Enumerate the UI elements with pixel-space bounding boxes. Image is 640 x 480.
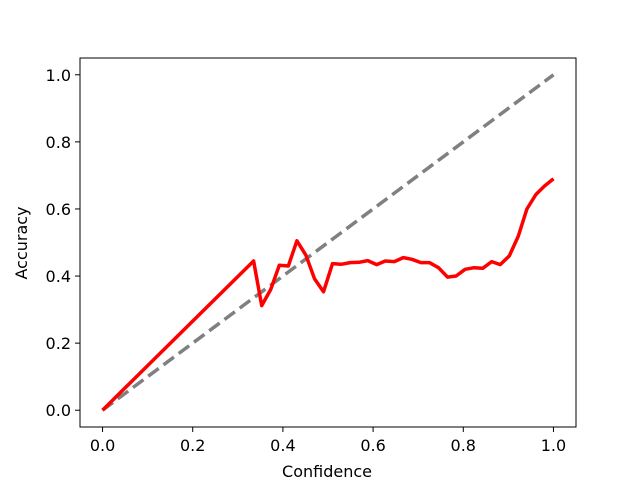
y-tick-label: 0.0 xyxy=(46,401,71,420)
x-tick-label: 0.8 xyxy=(451,436,476,455)
y-axis: 0.0 0.2 0.4 0.6 0.8 1.0 xyxy=(46,66,80,420)
y-tick-label: 0.8 xyxy=(46,133,71,152)
series-layer xyxy=(101,73,555,412)
x-tick-label: 0.6 xyxy=(360,436,385,455)
x-tick-label: 0.0 xyxy=(90,436,115,455)
x-axis-title: Confidence xyxy=(282,462,372,480)
x-axis: 0.0 0.2 0.4 0.6 0.8 1.0 xyxy=(90,427,566,455)
y-axis-title: Accuracy xyxy=(12,206,31,279)
y-tick-label: 0.4 xyxy=(46,267,71,286)
y-tick-label: 1.0 xyxy=(46,66,71,85)
x-tick-label: 0.2 xyxy=(180,436,205,455)
calibration-curve xyxy=(101,177,555,412)
plot-frame xyxy=(79,57,577,428)
x-tick-label: 1.0 xyxy=(541,436,566,455)
y-tick-label: 0.6 xyxy=(46,200,71,219)
x-tick-label: 0.4 xyxy=(270,436,295,455)
perfect-calibration-line xyxy=(101,73,555,412)
y-tick-label: 0.2 xyxy=(46,334,71,353)
